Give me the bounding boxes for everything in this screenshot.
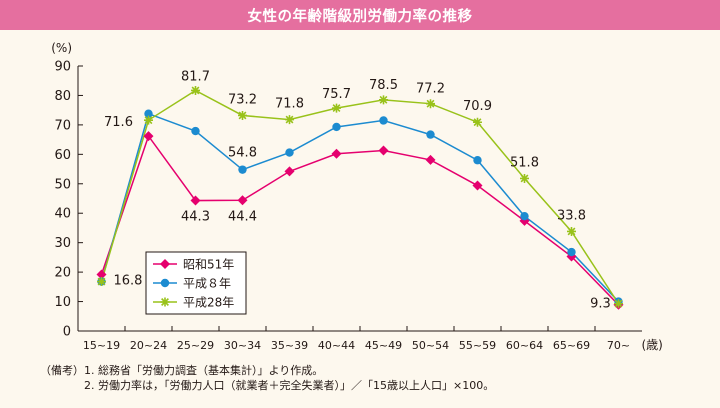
x-tick-label: 70~: [607, 339, 630, 352]
y-axis-unit: (%): [51, 41, 72, 55]
data-point-diamond: [284, 166, 295, 177]
series-line-3: [100, 89, 620, 305]
data-point-circle: [191, 126, 200, 136]
data-point-diamond: [378, 145, 389, 156]
data-point-diamond: [472, 180, 483, 191]
data-point-star: [567, 226, 576, 236]
data-label: 71.6: [104, 115, 133, 130]
note-2: 2. 労働力率は，「労働力人口（就業者＋完全失業者）」／「15歳以上人口」×10…: [84, 379, 495, 392]
x-tick-label: 60~64: [506, 339, 543, 352]
x-tick-label: 65~69: [553, 339, 590, 352]
data-point-diamond: [425, 154, 436, 165]
legend-label: 平成28年: [183, 296, 234, 310]
data-point-diamond: [190, 195, 201, 206]
data-label: 81.7: [181, 69, 210, 84]
data-point-star: [191, 85, 200, 95]
data-point-diamond: [143, 131, 154, 142]
series-line-2: [100, 112, 620, 303]
data-label: 44.4: [228, 209, 257, 224]
data-label: 9.3: [590, 297, 611, 312]
data-label: 54.8: [228, 146, 257, 161]
data-point-star: [160, 297, 170, 307]
note-row-2: 2. 労働力率は，「労働力人口（就業者＋完全失業者）」／「15歳以上人口」×10…: [40, 378, 494, 393]
y-tick-label: 90: [54, 60, 71, 75]
x-tick-label: 40~44: [318, 339, 355, 352]
data-point-star: [379, 95, 388, 105]
title-bar: 女性の年齢階級別労働力率の推移: [0, 0, 720, 30]
x-tick-label: 55~59: [459, 339, 496, 352]
data-point-star: [144, 115, 153, 125]
data-point-circle: [160, 278, 170, 288]
y-tick-label: 0: [63, 325, 71, 340]
data-point-circle: [426, 130, 435, 139]
data-label: 75.7: [322, 87, 351, 102]
x-tick-label: 45~49: [365, 339, 402, 352]
data-point-circle: [520, 211, 529, 221]
data-point-star: [614, 299, 623, 309]
data-point-star: [238, 110, 247, 120]
data-point-star: [332, 103, 341, 113]
notes-lead: （備考）: [40, 364, 84, 377]
data-label: 51.8: [510, 155, 539, 170]
data-point-diamond: [237, 195, 248, 206]
data-label: 16.8: [114, 274, 143, 289]
data-label: 70.9: [463, 99, 492, 114]
data-point-star: [285, 115, 294, 125]
x-tick-label: 30~34: [224, 339, 261, 352]
legend-label: 昭和51年: [183, 258, 234, 272]
notes: （備考）1. 総務省「労働力調査（基本集計）」より作成。 2. 労働力率は，「労…: [40, 363, 494, 393]
data-label: 71.8: [275, 97, 304, 112]
data-point-star: [473, 117, 482, 127]
series-line-1: [100, 134, 620, 306]
data-label: 44.3: [181, 210, 210, 225]
x-tick-label: 50~54: [412, 339, 449, 352]
data-point-star: [520, 173, 529, 183]
data-point-circle: [285, 148, 294, 157]
y-tick-label: 50: [54, 177, 71, 192]
y-tick-label: 20: [54, 266, 71, 281]
y-tick-label: 80: [54, 89, 71, 104]
y-tick-label: 60: [54, 148, 71, 163]
data-point-circle: [379, 116, 388, 125]
x-axis-unit: (歳): [642, 338, 663, 352]
data-point-circle: [473, 156, 482, 165]
note-row-1: （備考）1. 総務省「労働力調査（基本集計）」より作成。: [40, 363, 494, 378]
data-point-circle: [238, 165, 247, 174]
data-label: 77.2: [416, 82, 445, 97]
chart-title: 女性の年齢階級別労働力率の推移: [247, 9, 473, 25]
data-point-diamond: [160, 259, 170, 269]
data-label: 78.5: [369, 78, 398, 93]
data-label: 33.8: [557, 208, 586, 223]
legend-label: 平成８年: [183, 277, 231, 291]
x-tick-label: 20~24: [130, 339, 167, 352]
data-point-diamond: [331, 148, 342, 159]
y-tick-label: 30: [54, 236, 71, 251]
y-tick-label: 40: [54, 207, 71, 222]
note-1: 1. 総務省「労働力調査（基本集計）」より作成。: [84, 364, 324, 377]
data-point-diamond: [96, 269, 107, 280]
data-point-circle: [144, 109, 153, 118]
x-tick-label: 35~39: [271, 339, 308, 352]
y-tick-label: 70: [54, 118, 71, 133]
data-label: 73.2: [228, 92, 257, 107]
y-tick-label: 10: [54, 295, 71, 310]
data-point-star: [426, 99, 435, 109]
x-tick-label: 15~19: [83, 339, 120, 352]
x-tick-label: 25~29: [177, 339, 214, 352]
data-point-circle: [567, 247, 576, 257]
data-point-star: [97, 277, 106, 287]
data-point-circle: [332, 122, 341, 132]
